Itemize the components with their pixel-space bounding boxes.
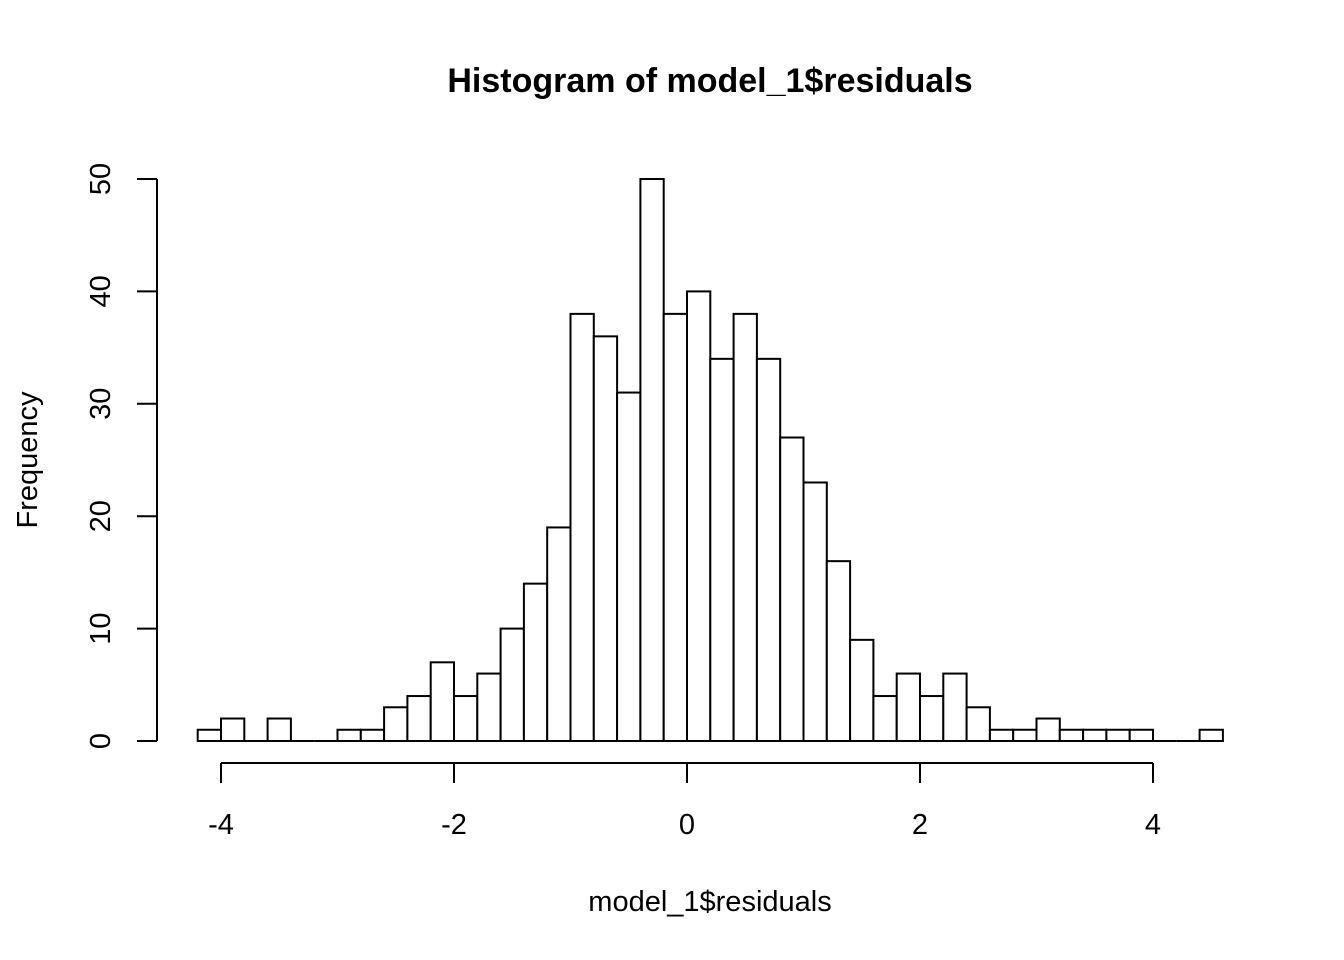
histogram-bar xyxy=(429,661,456,743)
histogram-bar xyxy=(1198,728,1224,743)
histogram-bar xyxy=(849,638,875,743)
histogram-bars xyxy=(196,178,1224,743)
histogram-bar xyxy=(709,357,735,742)
histogram-bar xyxy=(895,672,922,742)
histogram-bar xyxy=(1128,728,1154,743)
histogram-bar xyxy=(802,481,828,742)
histogram-bar xyxy=(686,290,712,742)
histogram-bar xyxy=(359,728,386,743)
histogram-bar xyxy=(988,728,1015,743)
histogram-bar xyxy=(476,672,502,742)
histogram-bar xyxy=(499,627,525,742)
histogram-bar xyxy=(965,706,991,743)
histogram-bar xyxy=(1105,728,1131,743)
histogram-bar xyxy=(616,391,642,742)
histogram-bar xyxy=(522,582,549,743)
x-axis: -4 -2 0 2 4 xyxy=(208,762,1161,841)
histogram-bar xyxy=(1035,717,1061,743)
chart-title: Histogram of model_1$residuals xyxy=(447,62,972,100)
y-tick-label: 40 xyxy=(85,275,117,307)
y-axis-label: Frequency xyxy=(12,391,44,529)
histogram-bar xyxy=(662,312,689,742)
histogram-bar xyxy=(779,436,805,742)
histogram-bar xyxy=(383,706,409,743)
histogram-bar xyxy=(942,672,968,742)
histogram-bar xyxy=(569,312,595,742)
x-tick-label: 2 xyxy=(912,809,928,841)
y-tick-label: 10 xyxy=(85,612,117,644)
histogram-bar xyxy=(196,728,222,743)
y-tick-label: 20 xyxy=(85,500,117,532)
histogram-bar xyxy=(1082,728,1108,743)
x-axis-label: model_1$residuals xyxy=(588,886,831,918)
histogram-bar xyxy=(1058,728,1085,743)
histogram-bar xyxy=(592,335,619,742)
y-axis: 0 10 20 30 40 50 xyxy=(85,163,158,749)
histogram-bar xyxy=(755,357,782,742)
histogram-bar xyxy=(1012,728,1038,743)
y-tick-label: 0 xyxy=(85,733,117,749)
histogram-bar xyxy=(639,178,665,742)
histogram-bar xyxy=(732,312,758,742)
y-tick-label: 30 xyxy=(85,388,117,420)
histogram-bar xyxy=(546,526,572,742)
histogram-bar xyxy=(266,717,292,743)
y-tick-label: 50 xyxy=(85,163,117,195)
histogram-bar xyxy=(825,560,852,742)
x-tick-label: 4 xyxy=(1145,809,1161,841)
histogram-bar xyxy=(336,728,362,743)
x-tick-label: -4 xyxy=(208,809,234,841)
histogram-bar xyxy=(220,717,246,743)
histogram-bar xyxy=(919,695,945,742)
histogram-bar xyxy=(453,695,479,742)
histogram-bar xyxy=(872,695,898,742)
histogram-bar xyxy=(406,695,432,742)
x-tick-label: -2 xyxy=(441,809,467,841)
x-tick-label: 0 xyxy=(679,809,695,841)
